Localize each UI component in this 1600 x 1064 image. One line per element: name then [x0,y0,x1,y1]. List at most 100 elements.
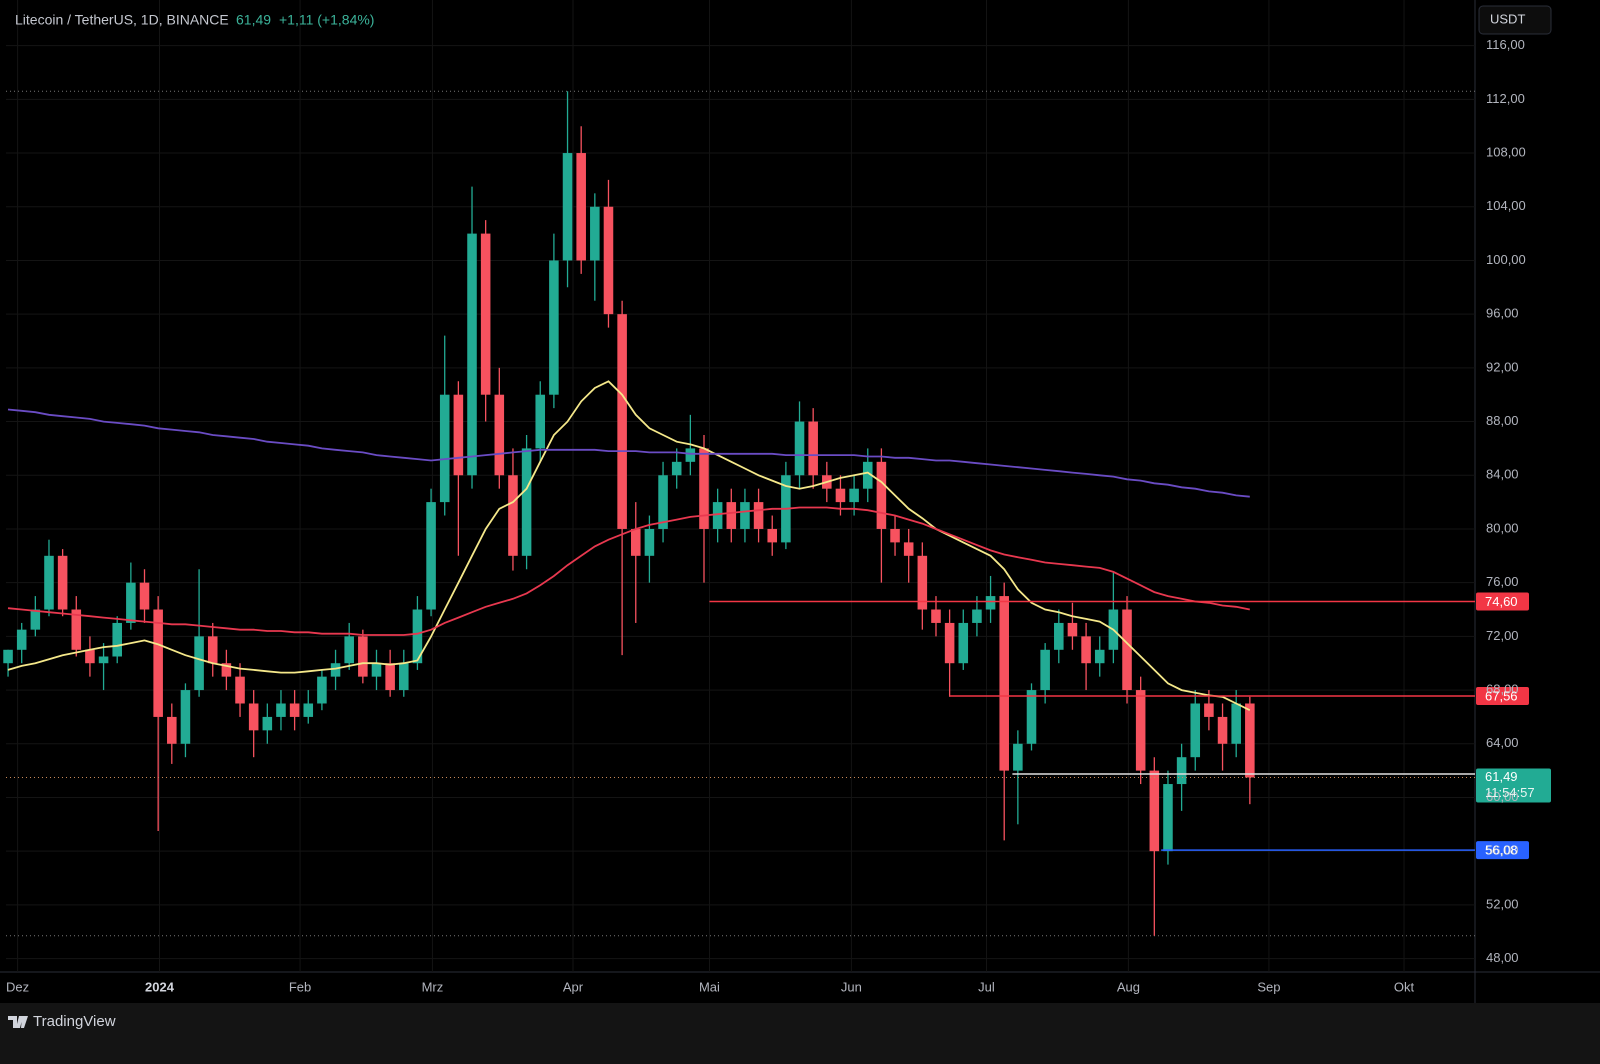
candle-body [740,502,750,529]
candle-body [658,475,668,529]
logo-icon [8,1016,28,1028]
candle-body [671,461,682,476]
y-tick-label: 72,00 [1486,628,1519,643]
y-tick-label: 112,00 [1486,91,1525,106]
x-tick-label: Mrz [422,979,444,994]
candle-body [876,461,887,529]
candle-body [303,703,314,717]
candle-body [917,555,928,610]
y-tick-label: 88,00 [1486,413,1519,428]
candle-body [1190,703,1201,758]
overlay [6,592,1551,860]
candle-body [44,555,54,610]
y-tick-label: 100,00 [1486,252,1526,267]
candle-body [644,528,655,556]
candle-body [494,394,505,476]
candle-body [794,421,805,476]
candle-body [944,622,955,664]
candle-body [1054,622,1064,650]
candle-body [57,555,68,610]
x-tick-label: Apr [563,979,584,994]
candle-body [849,488,859,503]
y-tick-label: 48,00 [1486,950,1519,965]
candle-body [262,716,273,731]
candle-body [344,636,354,664]
candle-body [30,609,41,630]
candle-body [603,206,614,315]
y-tick-label: 92,00 [1486,359,1519,374]
candle-body [412,609,423,664]
candle-body [508,475,518,556]
candle-body [180,690,191,744]
level-tag [1476,592,1529,611]
candle-body [549,260,559,395]
candle-body [98,656,109,664]
candle-body [931,609,941,623]
price-change: +1,11 (+1,84%) [279,12,374,28]
candle-body [562,153,573,261]
candle-body [1217,716,1228,744]
x-tick-label: Aug [1117,979,1140,994]
candle-body [1013,743,1023,771]
y-tick-label: 68,00 [1486,682,1519,697]
y-tick-label: 76,00 [1486,574,1519,589]
brand-logo [8,1016,28,1028]
candle-body [972,609,982,623]
candle-body [385,663,395,691]
candle-body [426,502,436,610]
level-tag [1476,686,1529,705]
candle-body [1176,757,1187,785]
currency-label[interactable]: USDT [1490,11,1525,26]
currency-button[interactable] [1478,5,1552,35]
candle-body [439,394,450,503]
x-tick-label: Feb [289,979,311,994]
candle-body [71,609,82,650]
candle-body [767,528,778,543]
candle-body [699,448,709,529]
candle-body [3,649,13,664]
y-tick-label: 116,00 [1486,37,1525,52]
candle-body [835,488,846,503]
y-tick-label: 104,00 [1486,198,1526,213]
candle-body [1026,690,1037,744]
candle-body [685,448,696,462]
y-tick-label: 60,00 [1486,789,1519,804]
x-tick-label: Jun [841,979,862,994]
candle-body [1122,609,1132,691]
candle-body [1245,703,1255,778]
candle-body [85,649,95,664]
candle-body [808,421,818,476]
candle-body [1135,690,1146,771]
y-tick-label: 64,00 [1486,735,1519,750]
candle-body [317,676,327,704]
candle-body [1094,649,1105,664]
candle-body [167,716,177,744]
candle-body [207,636,218,664]
candle-body [535,394,546,449]
candle-body [862,461,873,489]
x-tick-label: Sep [1257,979,1280,994]
candle-body [289,703,300,717]
candle-body [467,233,477,476]
x-tick-label: Mai [699,979,720,994]
candle-body [1204,703,1214,717]
candle-body [153,609,163,717]
plot [3,91,1255,936]
x-tick-label: Okt [1394,979,1415,994]
countdown: 11:54:57 [1485,785,1535,800]
candle-body [126,582,136,623]
x-tick-label: Dez [6,979,29,994]
level-tag-label: 67,56 [1485,688,1518,703]
candle-body [1149,770,1160,852]
candle-body [958,622,969,664]
candle-body [480,233,491,395]
candle-body [999,596,1009,771]
candle-body [712,502,723,529]
candle-body [194,636,204,691]
last-price: 61,49 [236,12,271,28]
level-tag-label: 56,08 [1485,843,1518,858]
candle-body [453,394,464,476]
